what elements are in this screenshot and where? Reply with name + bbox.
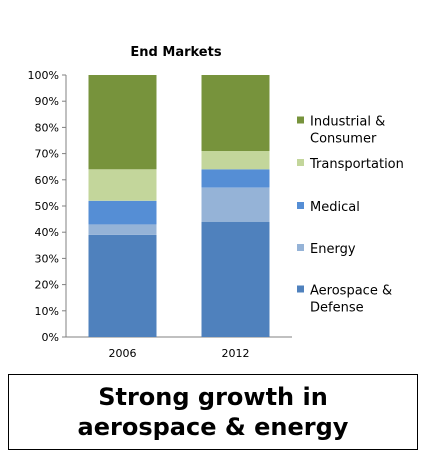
legend-swatch (297, 285, 304, 293)
chart-bars (88, 75, 270, 337)
legend-swatch (297, 244, 304, 251)
legend-swatch (297, 202, 304, 209)
legend-label: Transportation (309, 157, 404, 172)
y-tick-label: 80% (35, 121, 59, 134)
y-tick-label: 0% (42, 331, 59, 344)
bar-2012-medical (201, 169, 270, 188)
x-tick-label: 2006 (109, 347, 137, 360)
bar-2006-energy (88, 224, 157, 235)
y-tick-label: 20% (35, 279, 59, 292)
bar-2006-transportation (88, 169, 157, 201)
bar-2006-aerospace-defense (88, 234, 157, 337)
bar-2006-industrial-consumer (88, 75, 157, 170)
x-tick-label: 2012 (222, 347, 250, 360)
legend-swatch (297, 159, 304, 166)
caption-text: Strong growth in aerospace & energy (77, 383, 349, 441)
legend-label: Industrial & Consumer (310, 115, 385, 147)
bar-2012-aerospace-defense (201, 221, 270, 337)
bar-2012-energy (201, 187, 270, 222)
y-tick-label: 30% (35, 252, 59, 265)
bar-2006-medical (88, 200, 157, 225)
caption-box: Strong growth in aerospace & energy (8, 374, 418, 450)
chart-title: End Markets (130, 45, 221, 60)
legend-label: Aerospace & Defense (310, 284, 392, 316)
y-tick-label: 70% (35, 148, 59, 161)
y-tick-label: 100% (28, 69, 59, 82)
chart-axes: 0% 10% 20% 30% 40% 50% 60% 70% 80% 90% 100% 2006 201… (28, 69, 292, 360)
end-markets-chart: End Markets 0% 10% 20% 30% 40% 50% 60% 70% 80% 90… (28, 45, 404, 360)
legend-swatch (297, 116, 304, 124)
bar-2012-transportation (201, 151, 270, 170)
legend-label: Medical (310, 200, 360, 215)
legend-label: Energy (310, 242, 356, 257)
y-tick-label: 50% (35, 200, 59, 213)
y-tick-label: 90% (35, 95, 59, 108)
chart-legend: Industrial & Consumer Transportation Medica… (297, 115, 404, 316)
bar-2012-industrial-consumer (201, 75, 270, 151)
y-tick-label: 10% (35, 305, 59, 318)
y-tick-label: 60% (35, 174, 59, 187)
y-tick-label: 40% (35, 226, 59, 239)
